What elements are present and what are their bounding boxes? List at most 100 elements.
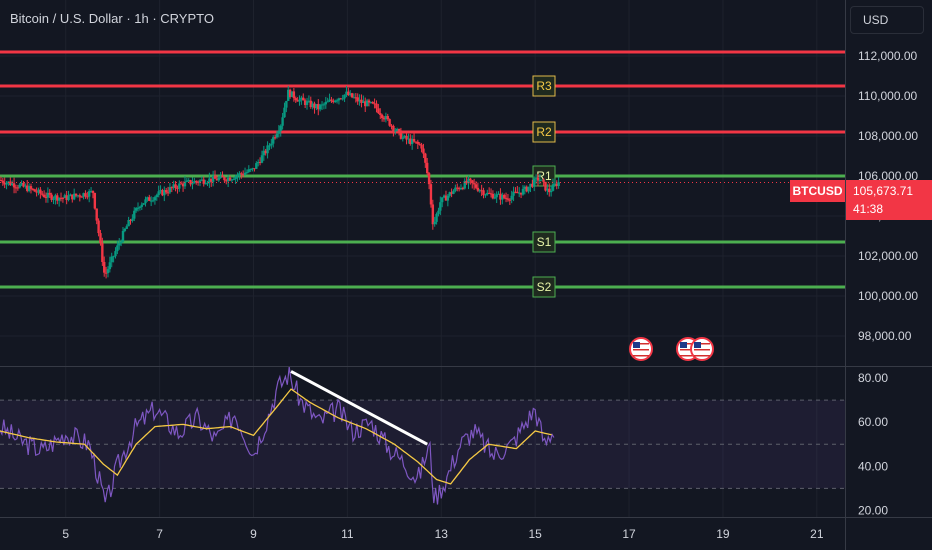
candle-body	[206, 182, 209, 184]
candle-body	[315, 104, 318, 109]
candle-body	[136, 207, 140, 209]
candle-body	[22, 183, 25, 187]
flag-stripe	[694, 343, 710, 345]
candle-body	[480, 190, 483, 192]
candle-body	[31, 188, 35, 190]
candle-body	[300, 97, 303, 100]
candle-body	[226, 177, 230, 182]
candle-body	[210, 178, 213, 182]
candle-body	[399, 130, 403, 139]
candle-body	[330, 99, 333, 101]
flag-stripe	[694, 352, 710, 354]
candle-body	[20, 183, 23, 185]
candle-body	[367, 100, 371, 103]
rsi-band-fill	[0, 400, 845, 489]
candle-body	[465, 180, 468, 184]
candle-body	[463, 180, 466, 189]
rsi-trendline[interactable]	[290, 370, 428, 446]
candle-body	[427, 173, 431, 185]
candle-body	[262, 150, 266, 156]
candle-body	[354, 97, 358, 99]
us-flag-event-icon[interactable]	[690, 337, 714, 361]
candle-body	[189, 180, 192, 185]
candle-body	[234, 176, 237, 180]
candle-body	[362, 101, 365, 103]
candle-body	[424, 153, 427, 163]
candle-body	[80, 196, 83, 198]
time-tick-label: 17	[622, 527, 636, 541]
candle-body	[328, 99, 331, 102]
price-tick-label: 102,000.00	[858, 249, 918, 263]
candle-body	[510, 195, 513, 200]
candle-body	[519, 192, 523, 195]
candle-body	[303, 100, 307, 105]
candle-body	[555, 183, 558, 187]
candle-body	[253, 168, 256, 170]
candle-body	[12, 183, 16, 188]
candle-body	[388, 119, 391, 126]
candle-body	[52, 198, 55, 200]
candle-body	[337, 98, 341, 101]
candle-body	[542, 179, 545, 182]
candle-body	[270, 143, 273, 146]
candle-body	[54, 195, 57, 199]
currency-button[interactable]: USD	[850, 6, 924, 34]
candle-body	[549, 190, 553, 193]
candle-body	[352, 97, 356, 99]
candle-body	[435, 213, 438, 222]
us-flag-event-icon[interactable]	[629, 337, 653, 361]
candle-body	[358, 99, 361, 102]
candle-body	[444, 195, 448, 201]
candle-body	[377, 108, 380, 114]
candle-body	[161, 190, 164, 196]
candle-body	[69, 194, 72, 197]
candle-body	[110, 256, 113, 263]
candle-body	[525, 186, 528, 192]
candle-body	[360, 99, 363, 103]
candle-body	[14, 187, 18, 189]
candle-body	[243, 172, 247, 175]
price-tick-label: 106,000.00	[858, 169, 918, 183]
level-label-text: R3	[536, 79, 552, 93]
candle-body	[219, 175, 222, 178]
candle-body	[285, 100, 288, 108]
candle-body	[516, 191, 519, 194]
price-tick-label: 108,000.00	[858, 129, 918, 143]
candle-body	[63, 195, 66, 199]
candle-body	[191, 183, 194, 185]
candle-body	[27, 186, 31, 191]
candle-body	[469, 178, 472, 181]
candle-body	[275, 133, 279, 138]
flag-stripe	[680, 349, 696, 351]
candle-body	[256, 162, 260, 164]
candle-body	[196, 181, 200, 183]
candle-body	[76, 195, 80, 197]
candle-body	[258, 162, 262, 164]
candle-body	[272, 137, 275, 144]
candle-body	[350, 93, 354, 98]
candle-body	[546, 188, 549, 191]
candle-body	[146, 197, 149, 200]
flag-stripe	[633, 349, 649, 351]
candle-body	[397, 128, 401, 131]
flag-stripe	[633, 352, 649, 354]
candle-body	[140, 204, 143, 207]
candle-body	[298, 99, 301, 102]
candle-body	[457, 188, 461, 190]
candle-body	[217, 177, 220, 181]
candle-body	[24, 185, 27, 187]
candle-body	[103, 261, 106, 273]
candle-body	[292, 91, 296, 99]
candle-body	[414, 141, 418, 143]
candle-body	[343, 94, 346, 99]
candle-body	[281, 117, 284, 126]
time-tick-label: 13	[435, 527, 449, 541]
candle-body	[200, 179, 204, 181]
candle-body	[166, 192, 170, 194]
candle-body	[247, 169, 251, 172]
flag-stripe	[694, 346, 710, 348]
candle-body	[540, 179, 543, 181]
candle-body	[101, 243, 104, 262]
